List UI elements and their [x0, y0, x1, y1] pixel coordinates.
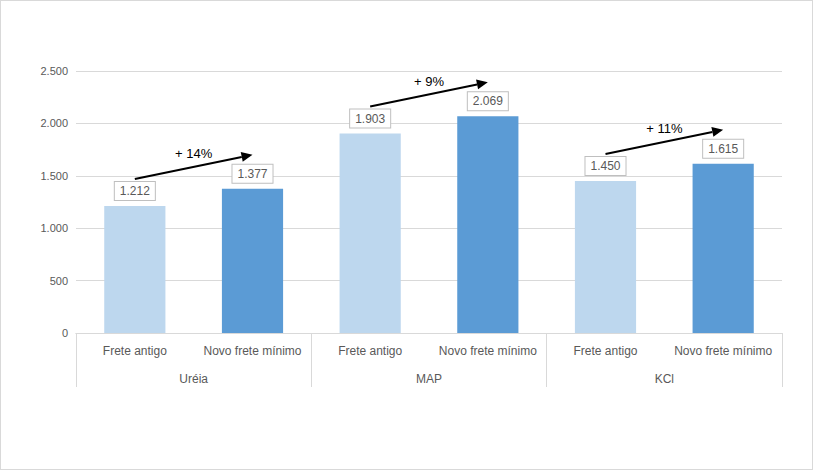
svg-text:1.450: 1.450 — [590, 159, 620, 173]
svg-text:+ 9%: + 9% — [414, 74, 444, 89]
svg-text:2.500: 2.500 — [40, 65, 68, 77]
svg-text:MAP: MAP — [416, 372, 442, 386]
svg-text:2.069: 2.069 — [473, 94, 503, 108]
svg-text:KCl: KCl — [655, 372, 674, 386]
svg-text:Frete antigo: Frete antigo — [573, 344, 637, 358]
svg-text:2.000: 2.000 — [40, 117, 68, 129]
svg-text:Novo frete mínimo: Novo frete mínimo — [439, 344, 537, 358]
svg-text:1.500: 1.500 — [40, 170, 68, 182]
svg-text:1.212: 1.212 — [120, 184, 150, 198]
svg-text:Novo frete mínimo: Novo frete mínimo — [203, 344, 301, 358]
svg-text:500: 500 — [50, 275, 68, 287]
svg-text:1.903: 1.903 — [355, 112, 385, 126]
svg-text:1.000: 1.000 — [40, 222, 68, 234]
svg-text:Frete antigo: Frete antigo — [103, 344, 167, 358]
svg-text:1.615: 1.615 — [708, 142, 738, 156]
svg-text:+ 11%: + 11% — [646, 121, 683, 136]
svg-text:+ 14%: + 14% — [175, 146, 213, 161]
svg-text:1.377: 1.377 — [237, 167, 267, 181]
svg-text:Frete antigo: Frete antigo — [338, 344, 402, 358]
svg-text:0: 0 — [62, 327, 68, 339]
svg-text:Novo frete mínimo: Novo frete mínimo — [674, 344, 772, 358]
svg-text:Uréia: Uréia — [179, 372, 208, 386]
